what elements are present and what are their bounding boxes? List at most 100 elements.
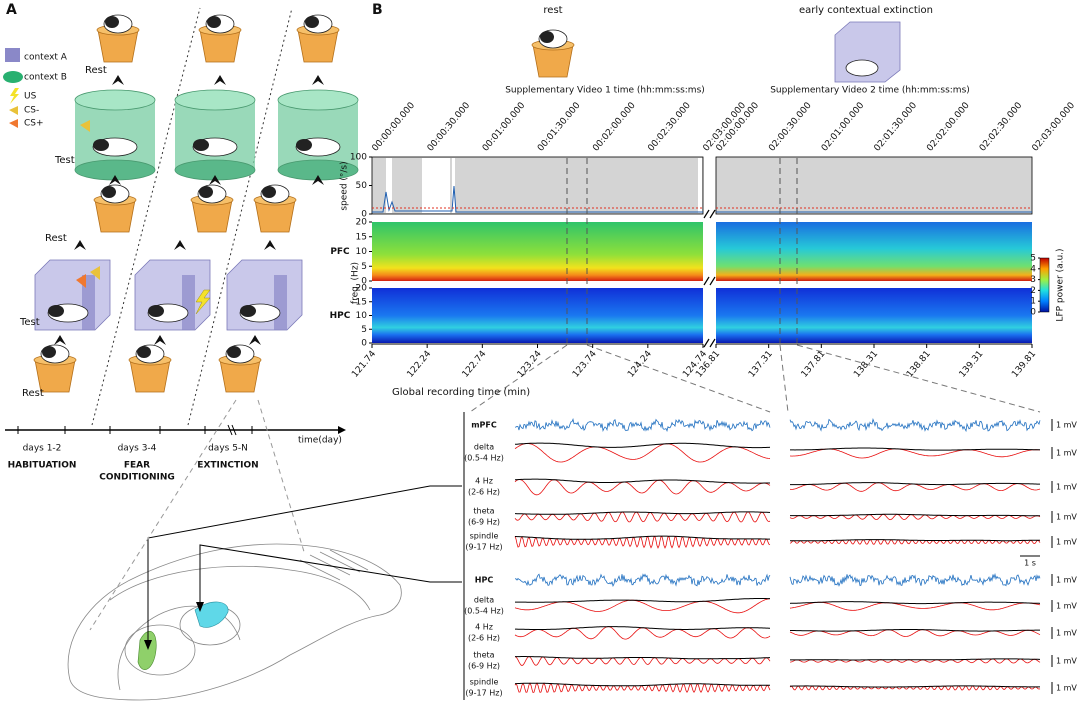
band-trace <box>789 513 1041 521</box>
axis-break <box>703 276 716 286</box>
y-tick-label: 0 <box>361 277 367 287</box>
video-time-tick: 02:01:30.000 <box>873 101 920 154</box>
band-range: (9-17 Hz) <box>465 543 502 552</box>
scale-label: 1 mV <box>1056 421 1077 430</box>
colorbar-tick-label: 4 <box>1030 264 1036 274</box>
band-envelope <box>790 447 1040 451</box>
video-time-tick: 02:02:00.000 <box>925 101 972 154</box>
band-envelope <box>790 629 1040 632</box>
pfc-region <box>137 631 157 670</box>
band-range: (0.5-4 Hz) <box>464 454 504 463</box>
separator <box>187 7 293 426</box>
y-tick-label: 20 <box>356 284 368 294</box>
colorbar-tick-label: 0 <box>1030 308 1036 318</box>
video-time-tick: 00:02:30.000 <box>646 101 693 154</box>
stage-label: Test <box>54 155 75 166</box>
mobility-gap <box>452 158 455 213</box>
x-tick-label: 137.31 <box>747 349 775 380</box>
rest-pot <box>128 344 172 393</box>
rat-head <box>199 186 213 198</box>
x-tick-label: 124.24 <box>626 349 654 380</box>
scale-label: 1 mV <box>1056 684 1077 693</box>
raw-trace <box>515 573 771 588</box>
band-envelope <box>515 535 770 540</box>
video-time-tick: 02:03:00.000 <box>1031 101 1078 154</box>
scale-label: 1 s <box>1024 559 1036 568</box>
cs-icon <box>76 274 86 288</box>
video-time-tick: 02:00:30.000 <box>767 101 814 154</box>
video-time-tick: 02:01:00.000 <box>820 101 867 154</box>
mobility-gap <box>386 158 392 213</box>
condition-label: rest <box>543 5 562 16</box>
band-name: theta <box>473 507 494 516</box>
band-envelope <box>514 478 770 484</box>
band-name: delta <box>474 596 494 605</box>
legend-label: CS+ <box>24 119 44 129</box>
colorbar-tick-label: 3 <box>1030 275 1036 285</box>
rat-head <box>42 346 56 358</box>
period-phase: CONDITIONING <box>99 473 175 483</box>
scale-label: 1 mV <box>1056 513 1077 522</box>
period-phase: EXTINCTION <box>197 461 258 471</box>
rest-pot <box>253 184 297 233</box>
band-trace <box>514 535 771 549</box>
zoom-lines <box>89 399 306 631</box>
spectrogram <box>372 222 703 281</box>
y-tick-label: 100 <box>350 153 367 163</box>
rat-head <box>296 139 312 151</box>
legend-context-a <box>5 48 20 62</box>
hpc-region <box>194 601 229 628</box>
y-tick-label: 20 <box>356 218 368 228</box>
band-envelope <box>790 513 1040 517</box>
band-trace <box>514 511 771 523</box>
video-time-tick: 00:01:30.000 <box>536 101 583 154</box>
step-arrow <box>112 75 124 85</box>
video-time-tick: 00:00:00.000 <box>371 101 418 154</box>
scale-label: 1 mV <box>1056 483 1077 492</box>
rat-head <box>540 31 554 43</box>
rat-head <box>102 186 116 198</box>
band-envelope <box>790 685 1040 688</box>
rat-head <box>262 186 276 198</box>
scale-label: 1 mV <box>1056 657 1077 666</box>
band-trace <box>789 539 1041 545</box>
context-b-top <box>74 89 156 111</box>
period-phase: FEAR <box>124 461 150 471</box>
y-tick-label: 15 <box>356 297 367 307</box>
band-name: spindle <box>470 678 499 687</box>
scale-label: 1 mV <box>1056 629 1077 638</box>
period-phase: HABITUATION <box>8 461 77 471</box>
band-name: spindle <box>470 532 499 541</box>
speed-frame <box>715 156 1033 215</box>
zoom-lines <box>469 344 1041 413</box>
legend-us <box>10 88 19 104</box>
speed-trace <box>372 185 1032 213</box>
rest-pot <box>93 184 137 233</box>
step-arrow <box>74 240 86 250</box>
x-tick-label: 137.81 <box>800 349 828 380</box>
us-icon <box>195 289 211 315</box>
immobility-shading <box>372 157 703 214</box>
x-tick-label: 121.74 <box>350 349 378 380</box>
band-envelope <box>514 442 771 449</box>
timeline-axis-label: time(day) <box>298 436 342 446</box>
axis-break <box>703 209 716 219</box>
spectrogram <box>372 288 703 343</box>
rat-head <box>93 139 109 151</box>
legend-cs-plus <box>9 119 18 128</box>
rat <box>845 59 879 77</box>
band-range: (0.5-4 Hz) <box>464 607 504 616</box>
stage-label: Rest <box>85 65 107 76</box>
arrow-heads <box>144 602 204 650</box>
step-arrow <box>312 175 324 185</box>
y-tick-label: 0 <box>361 339 367 349</box>
band-name: theta <box>473 651 494 660</box>
rest-pot <box>33 344 77 393</box>
immobility-shading <box>716 157 1032 214</box>
legend-label: context B <box>24 73 67 83</box>
cs-icon <box>80 120 90 132</box>
scale-label: 1 mV <box>1056 538 1077 547</box>
band-envelope <box>790 482 1040 486</box>
context-a-wall <box>182 275 195 330</box>
brain-sketch <box>67 543 402 701</box>
